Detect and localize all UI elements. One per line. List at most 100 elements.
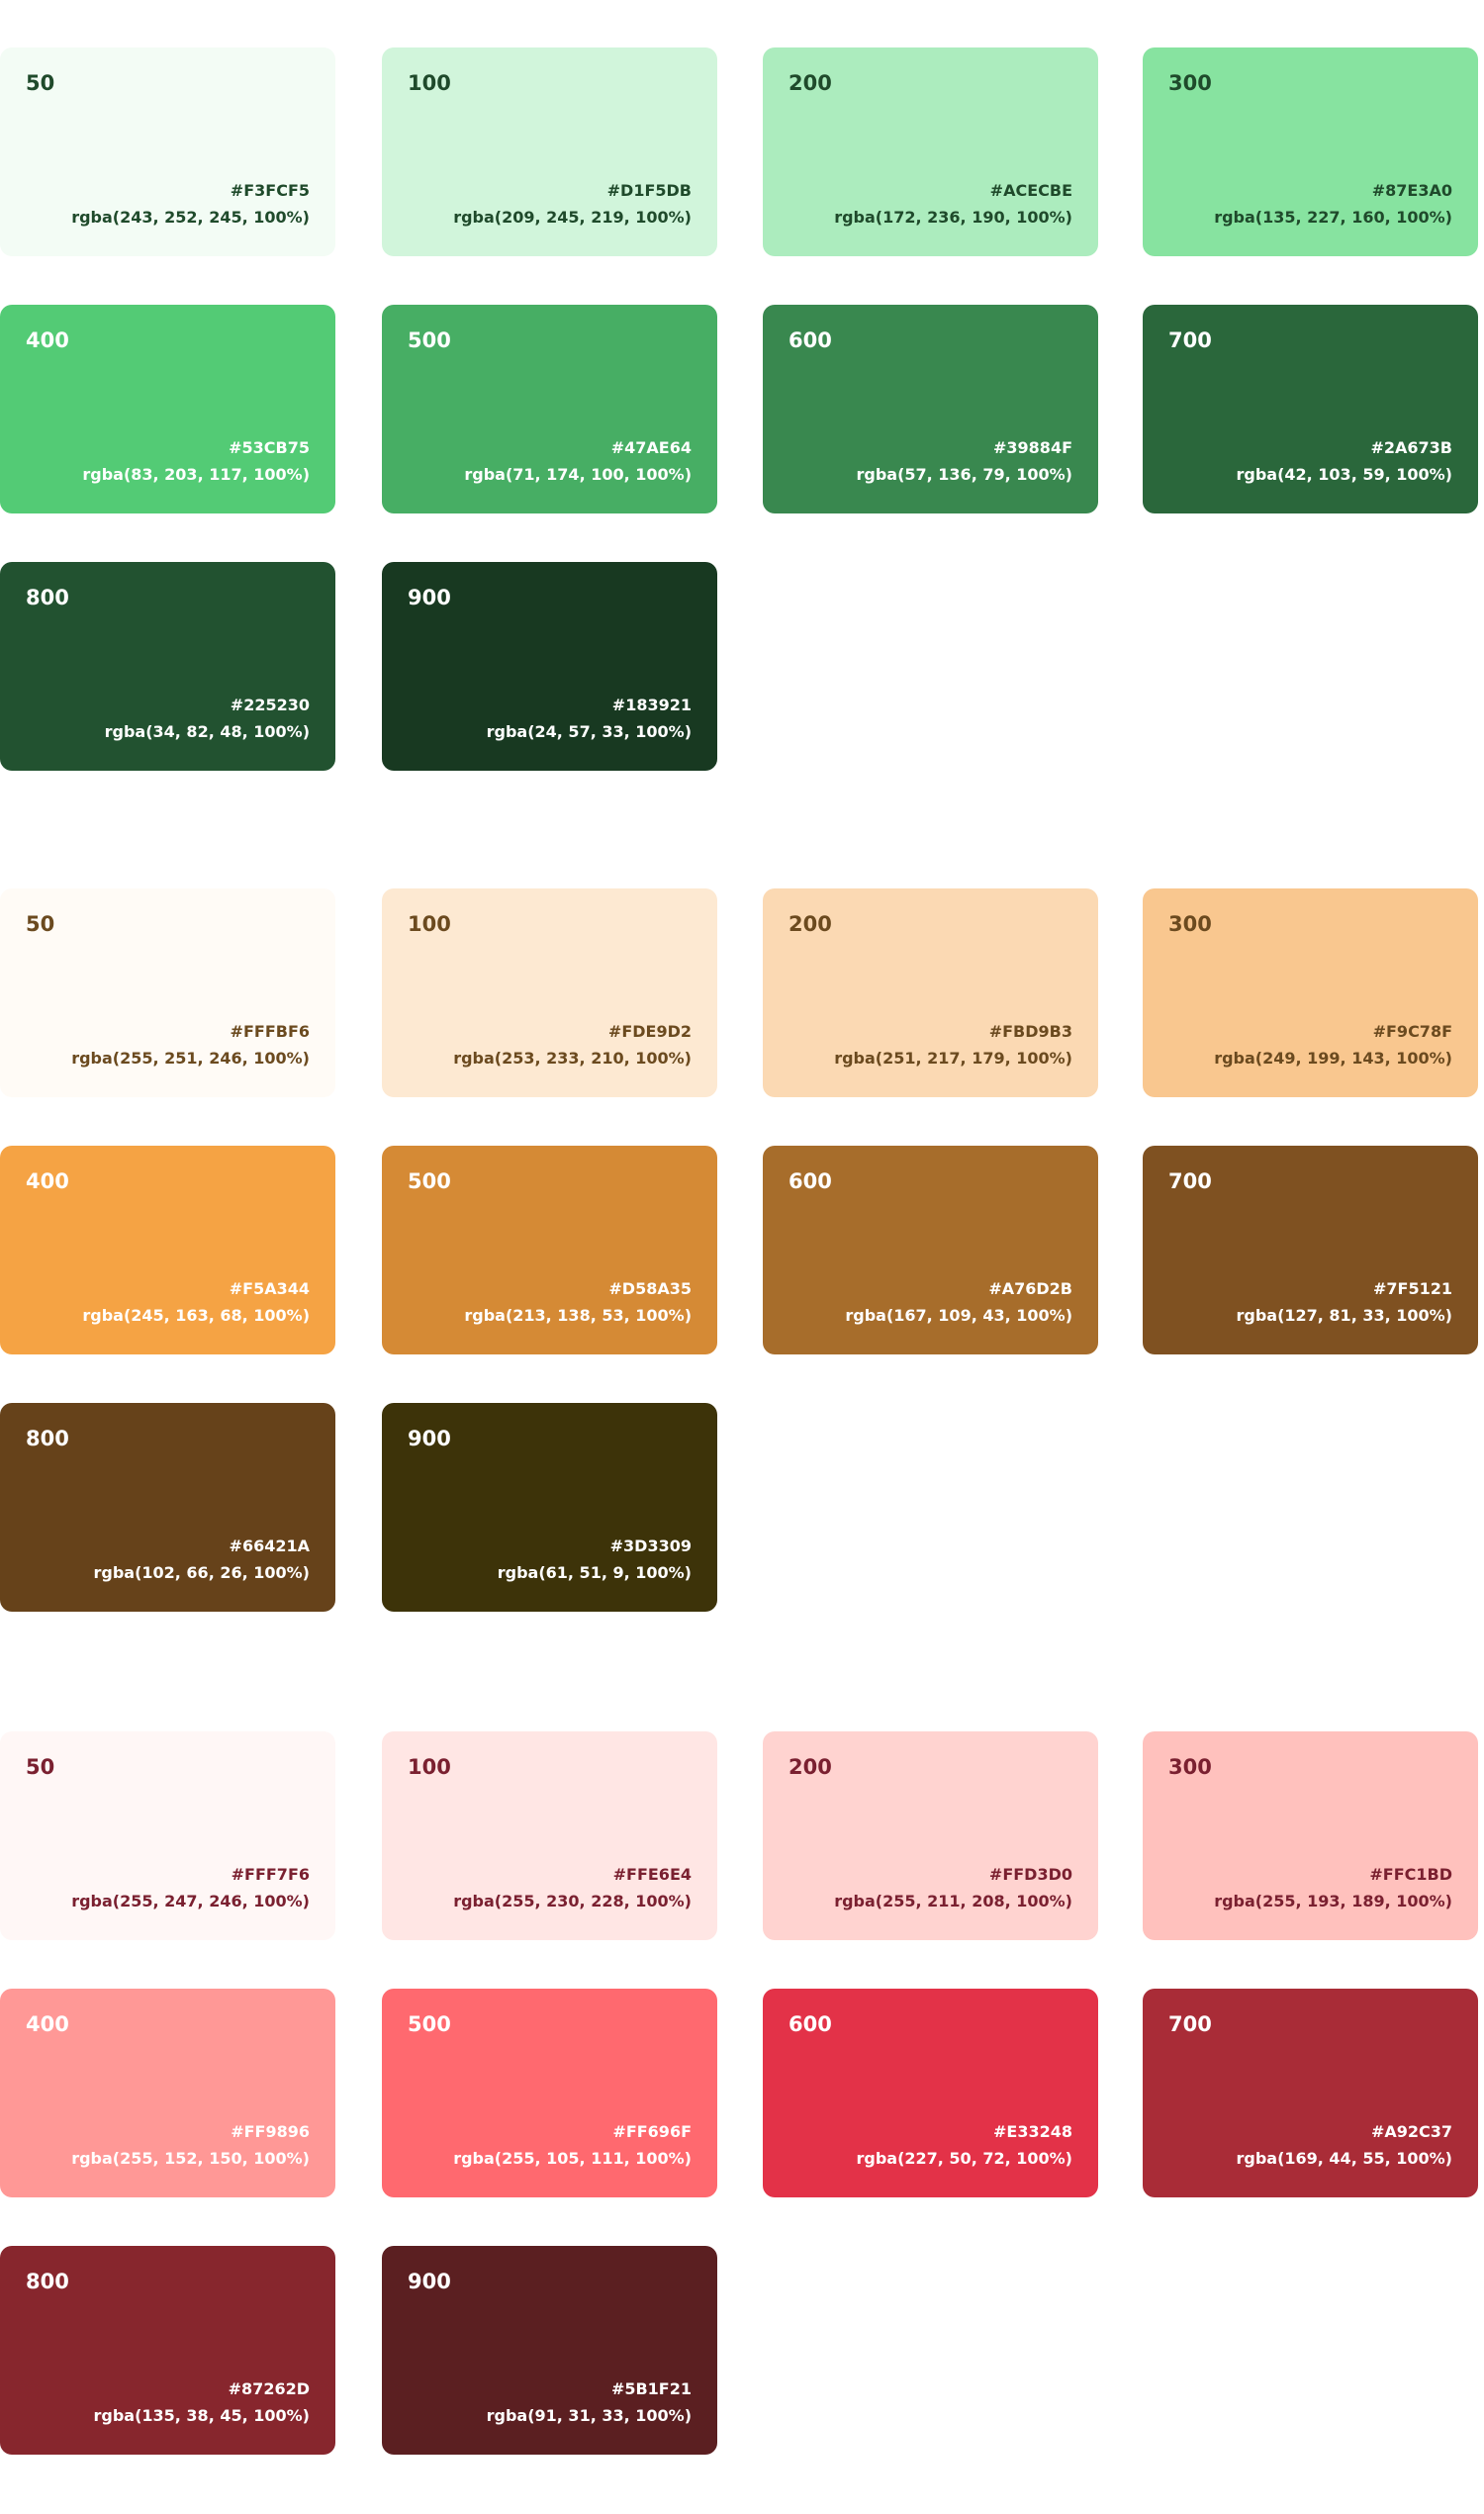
swatch-label: 400 — [26, 1169, 69, 1193]
swatch-hex: #D58A35 — [608, 1279, 692, 1298]
swatch-hex: #FDE9D2 — [607, 1022, 692, 1041]
swatch-label: 600 — [788, 1169, 832, 1193]
color-swatch: 300 #87E3A0 rgba(135, 227, 160, 100%) — [1143, 47, 1478, 256]
swatch-hex: #FF696F — [612, 2122, 692, 2141]
color-swatch: 500 #47AE64 rgba(71, 174, 100, 100%) — [382, 305, 717, 513]
swatch-label: 600 — [788, 328, 832, 352]
swatch-label: 700 — [1168, 328, 1212, 352]
swatch-hex: #53CB75 — [229, 438, 310, 457]
color-swatch: 100 #FDE9D2 rgba(253, 233, 210, 100%) — [382, 888, 717, 1097]
color-swatch: 900 #5B1F21 rgba(91, 31, 33, 100%) — [382, 2246, 717, 2455]
swatch-rgba: rgba(91, 31, 33, 100%) — [486, 2406, 692, 2425]
swatch-label: 50 — [26, 71, 55, 95]
swatch-label: 100 — [408, 1755, 451, 1779]
swatch-rgba: rgba(167, 109, 43, 100%) — [845, 1306, 1072, 1325]
swatch-label: 700 — [1168, 1169, 1212, 1193]
swatch-rgba: rgba(169, 44, 55, 100%) — [1236, 2149, 1452, 2168]
swatch-rgba: rgba(57, 136, 79, 100%) — [856, 465, 1072, 484]
swatch-rgba: rgba(213, 138, 53, 100%) — [464, 1306, 692, 1325]
swatch-hex: #2A673B — [1370, 438, 1452, 457]
swatch-rgba: rgba(24, 57, 33, 100%) — [486, 722, 692, 741]
color-swatch: 700 #2A673B rgba(42, 103, 59, 100%) — [1143, 305, 1478, 513]
swatch-rgba: rgba(135, 227, 160, 100%) — [1214, 208, 1452, 227]
swatch-hex: #FFD3D0 — [988, 1865, 1072, 1884]
swatch-label: 50 — [26, 1755, 55, 1779]
swatch-hex: #FF9896 — [231, 2122, 310, 2141]
swatch-hex: #225230 — [230, 696, 310, 714]
swatch-rgba: rgba(249, 199, 143, 100%) — [1214, 1049, 1452, 1068]
swatch-hex: #FFE6E4 — [612, 1865, 692, 1884]
swatch-rgba: rgba(251, 217, 179, 100%) — [834, 1049, 1072, 1068]
swatch-hex: #66421A — [229, 1536, 310, 1555]
swatch-rgba: rgba(42, 103, 59, 100%) — [1236, 465, 1452, 484]
swatch-rgba: rgba(255, 251, 246, 100%) — [71, 1049, 310, 1068]
swatch-rgba: rgba(127, 81, 33, 100%) — [1236, 1306, 1452, 1325]
swatch-hex: #D1F5DB — [606, 181, 692, 200]
swatch-hex: #E33248 — [993, 2122, 1072, 2141]
swatch-label: 900 — [408, 2270, 451, 2293]
swatch-hex: #5B1F21 — [610, 2379, 692, 2398]
swatch-rgba: rgba(61, 51, 9, 100%) — [497, 1563, 692, 1582]
swatch-hex: #F9C78F — [1372, 1022, 1452, 1041]
swatch-rgba: rgba(102, 66, 26, 100%) — [93, 1563, 310, 1582]
swatch-hex: #FFFBF6 — [230, 1022, 310, 1041]
swatch-label: 300 — [1168, 1755, 1212, 1779]
swatch-label: 400 — [26, 328, 69, 352]
swatch-label: 200 — [788, 912, 832, 936]
swatch-label: 800 — [26, 2270, 69, 2293]
swatch-label: 200 — [788, 71, 832, 95]
swatch-label: 600 — [788, 2012, 832, 2036]
swatch-hex: #FFC1BD — [1369, 1865, 1452, 1884]
swatch-rgba: rgba(135, 38, 45, 100%) — [93, 2406, 310, 2425]
swatch-hex: #A76D2B — [988, 1279, 1072, 1298]
color-swatch: 400 #F5A344 rgba(245, 163, 68, 100%) — [0, 1146, 335, 1354]
swatch-label: 900 — [408, 1427, 451, 1450]
swatch-label: 200 — [788, 1755, 832, 1779]
swatch-hex: #39884F — [993, 438, 1072, 457]
swatch-label: 100 — [408, 912, 451, 936]
swatch-rgba: rgba(253, 233, 210, 100%) — [453, 1049, 692, 1068]
swatch-rgba: rgba(255, 193, 189, 100%) — [1214, 1892, 1452, 1910]
color-swatch: 700 #A92C37 rgba(169, 44, 55, 100%) — [1143, 1989, 1478, 2197]
swatch-hex: #F3FCF5 — [230, 181, 310, 200]
color-swatch: 50 #FFFBF6 rgba(255, 251, 246, 100%) — [0, 888, 335, 1097]
swatch-rgba: rgba(172, 236, 190, 100%) — [834, 208, 1072, 227]
swatch-hex: #3D3309 — [609, 1536, 692, 1555]
swatch-hex: #47AE64 — [610, 438, 692, 457]
color-swatch: 600 #E33248 rgba(227, 50, 72, 100%) — [763, 1989, 1098, 2197]
color-swatch: 100 #FFE6E4 rgba(255, 230, 228, 100%) — [382, 1731, 717, 1940]
color-swatch: 200 #FFD3D0 rgba(255, 211, 208, 100%) — [763, 1731, 1098, 1940]
swatch-rgba: rgba(243, 252, 245, 100%) — [71, 208, 310, 227]
swatch-label: 400 — [26, 2012, 69, 2036]
swatch-label: 500 — [408, 1169, 451, 1193]
swatch-rgba: rgba(255, 211, 208, 100%) — [834, 1892, 1072, 1910]
color-swatch: 50 #FFF7F6 rgba(255, 247, 246, 100%) — [0, 1731, 335, 1940]
swatch-label: 300 — [1168, 71, 1212, 95]
swatch-label: 800 — [26, 1427, 69, 1450]
color-swatch: 300 #F9C78F rgba(249, 199, 143, 100%) — [1143, 888, 1478, 1097]
color-swatch: 800 #66421A rgba(102, 66, 26, 100%) — [0, 1403, 335, 1612]
color-swatch: 800 #225230 rgba(34, 82, 48, 100%) — [0, 562, 335, 771]
swatch-hex: #183921 — [611, 696, 692, 714]
swatch-rgba: rgba(209, 245, 219, 100%) — [453, 208, 692, 227]
swatch-label: 100 — [408, 71, 451, 95]
color-swatch: 500 #FF696F rgba(255, 105, 111, 100%) — [382, 1989, 717, 2197]
swatch-hex: #A92C37 — [1370, 2122, 1452, 2141]
swatch-hex: #FFF7F6 — [231, 1865, 310, 1884]
color-swatch: 500 #D58A35 rgba(213, 138, 53, 100%) — [382, 1146, 717, 1354]
swatch-hex: #ACECBE — [989, 181, 1072, 200]
swatch-label: 700 — [1168, 2012, 1212, 2036]
swatch-rgba: rgba(71, 174, 100, 100%) — [464, 465, 692, 484]
swatch-rgba: rgba(83, 203, 117, 100%) — [82, 465, 310, 484]
swatch-rgba: rgba(227, 50, 72, 100%) — [856, 2149, 1072, 2168]
swatch-label: 800 — [26, 586, 69, 609]
swatch-hex: #F5A344 — [229, 1279, 310, 1298]
color-swatch: 400 #FF9896 rgba(255, 152, 150, 100%) — [0, 1989, 335, 2197]
color-swatch: 200 #ACECBE rgba(172, 236, 190, 100%) — [763, 47, 1098, 256]
swatch-hex: #7F5121 — [1373, 1279, 1452, 1298]
swatch-label: 50 — [26, 912, 55, 936]
color-swatch: 700 #7F5121 rgba(127, 81, 33, 100%) — [1143, 1146, 1478, 1354]
color-swatch: 100 #D1F5DB rgba(209, 245, 219, 100%) — [382, 47, 717, 256]
swatch-rgba: rgba(255, 247, 246, 100%) — [71, 1892, 310, 1910]
